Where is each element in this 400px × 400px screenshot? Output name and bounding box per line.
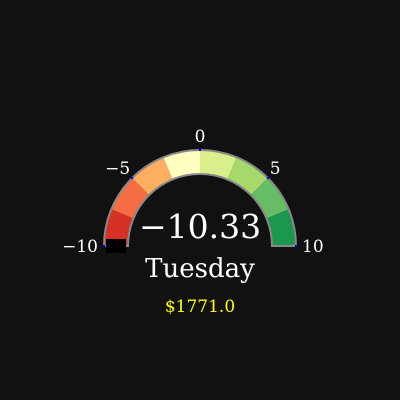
gauge-tick-label: 10	[302, 237, 324, 257]
gauge-tick-mark	[266, 175, 271, 180]
gauge-tick-label: 5	[270, 159, 281, 179]
gauge-tick-marks	[102, 148, 298, 247]
gauge-needle	[106, 239, 126, 253]
gauge-band-1	[104, 209, 134, 246]
gauge-band-8	[266, 209, 296, 246]
gauge-tick-mark	[129, 175, 134, 180]
gauge-tick-label: −10	[62, 237, 98, 257]
gauge-band-5	[200, 150, 237, 180]
gauge-value: −10.33	[139, 207, 261, 246]
gauge-band-7	[250, 178, 289, 219]
gauge-tick-labels: −10 −5 0 5 10	[62, 127, 324, 257]
amount-label: $1771.0	[165, 297, 235, 317]
gauge-tick-label: 0	[195, 127, 206, 147]
gauge-band-2	[111, 178, 150, 219]
gauge-band-4	[163, 150, 200, 180]
gauge-band-3	[132, 157, 173, 196]
category-label: Tuesday	[145, 254, 255, 284]
gauge-tick-label: −5	[105, 159, 130, 179]
gauge-bands	[104, 150, 296, 246]
gauge-outline	[102, 149, 298, 247]
gauge-band-6	[227, 157, 268, 196]
